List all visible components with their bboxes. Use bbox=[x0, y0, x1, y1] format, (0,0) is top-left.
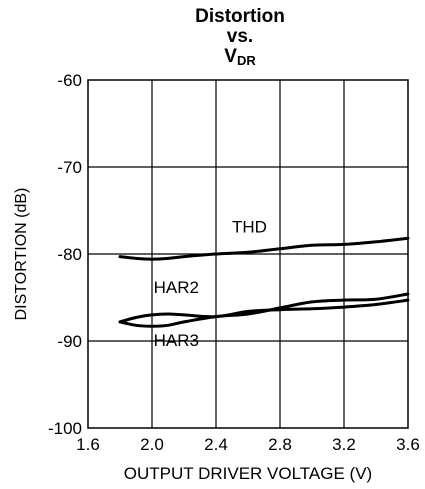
y-tick-label: -60 bbox=[57, 71, 82, 90]
tick-labels: 1.6 2.0 2.4 2.8 3.2 3.6 -60 -70 -80 -90 -100 bbox=[48, 71, 420, 454]
x-tick-label: 2.4 bbox=[204, 435, 228, 454]
x-tick-label: 2.8 bbox=[268, 435, 292, 454]
series-annotations: THD HAR2 HAR3 bbox=[154, 217, 267, 350]
series-lines bbox=[118, 236, 410, 328]
y-tick-label: -100 bbox=[48, 419, 82, 438]
series-line-har3 bbox=[118, 292, 410, 328]
x-axis-label: OUTPUT DRIVER VOLTAGE (V) bbox=[124, 464, 372, 483]
y-tick-label: -70 bbox=[57, 158, 82, 177]
x-tick-label: 3.2 bbox=[332, 435, 356, 454]
chart-title-line-3: VDR bbox=[70, 46, 410, 68]
series-label-har2: HAR2 bbox=[154, 278, 199, 297]
chart-title-subscript: DR bbox=[236, 53, 256, 68]
y-axis-label: DISTORTION (dB) bbox=[13, 188, 30, 321]
series-line-thd bbox=[118, 236, 410, 261]
series-label-har3: HAR3 bbox=[154, 331, 199, 350]
x-tick-label: 1.6 bbox=[76, 435, 100, 454]
plot-frame bbox=[87, 79, 409, 429]
chart-title-line-1: Distortion bbox=[195, 6, 285, 27]
gridlines bbox=[88, 80, 408, 428]
x-tick-label: 2.0 bbox=[140, 435, 164, 454]
series-label-thd: THD bbox=[232, 217, 267, 236]
chart-title-main: V bbox=[224, 46, 237, 67]
y-tick-label: -90 bbox=[57, 332, 82, 351]
x-tick-label: 3.6 bbox=[396, 435, 420, 454]
y-tick-label: -80 bbox=[57, 245, 82, 264]
chart-title-line-2: vs. bbox=[226, 26, 254, 47]
